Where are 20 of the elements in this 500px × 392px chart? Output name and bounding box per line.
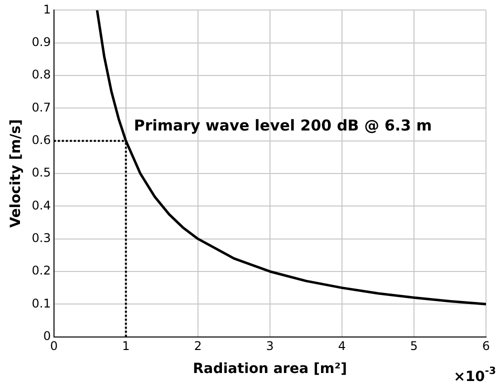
- y-tick-label: 0.1: [32, 296, 51, 310]
- y-tick-label: 1: [43, 2, 51, 16]
- y-tick-label: 0.7: [32, 100, 51, 114]
- x-tick-label: 5: [410, 339, 418, 354]
- y-axis-title: Velocity [m/s]: [8, 119, 24, 228]
- x-tick-label: 2: [194, 339, 202, 354]
- y-tick-label: 0.8: [32, 68, 51, 82]
- y-tick-label: 0.9: [32, 34, 51, 49]
- y-tick-label: 0: [43, 328, 51, 343]
- y-tick-label: 0.3: [32, 230, 51, 245]
- x-axis-title: Radiation area [m²]: [192, 361, 348, 378]
- y-tick-label: 0.4: [32, 198, 51, 212]
- x-tick-label: 6: [482, 339, 490, 354]
- y-tick-label: 0.2: [32, 264, 51, 278]
- x-tick-label: 4: [338, 339, 346, 354]
- x-tick-label: 1: [122, 339, 130, 354]
- x-tick-label: 3: [266, 339, 274, 354]
- annotation: Primary wave level 200 dB @ 6.3 m: [134, 116, 432, 135]
- y-tick-label: 0.6: [32, 132, 51, 147]
- y-tick-label: 0.5: [32, 166, 51, 180]
